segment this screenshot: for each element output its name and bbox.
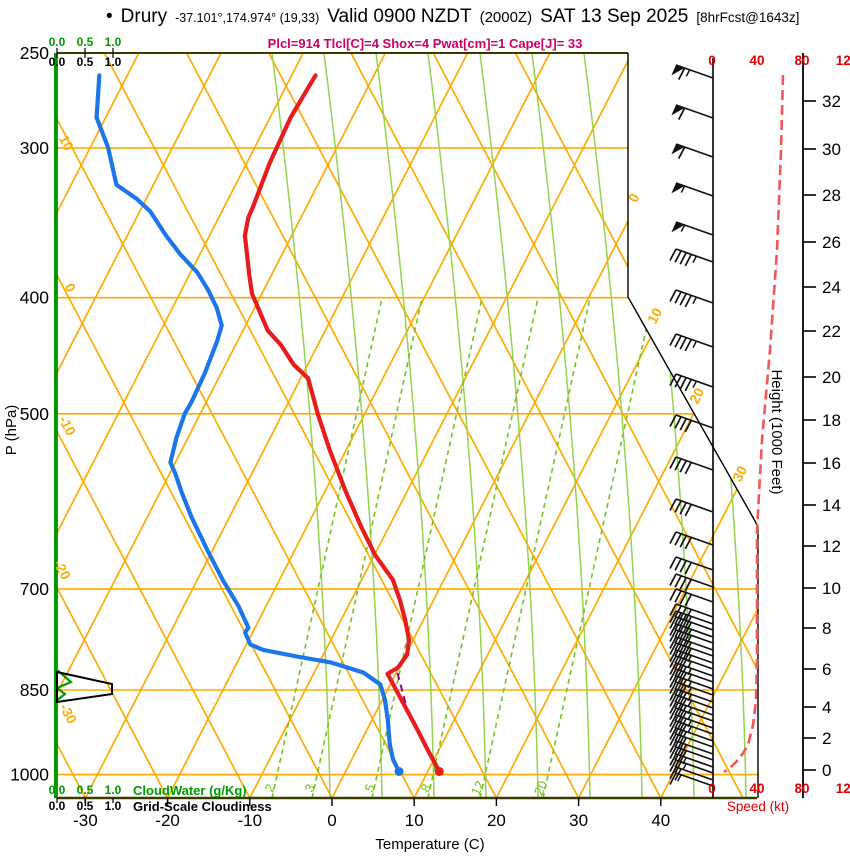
svg-text:-20: -20	[155, 811, 180, 830]
svg-text:16: 16	[822, 454, 841, 473]
svg-text:10: 10	[644, 305, 666, 326]
dewpoint-curve	[94, 73, 404, 776]
cloudwater-scale-top-tick: 0.5	[76, 35, 94, 49]
svg-text:12: 12	[468, 778, 488, 797]
svg-text:500: 500	[20, 404, 49, 424]
svg-text:-30: -30	[57, 701, 81, 727]
svg-text:-30: -30	[73, 811, 98, 830]
cloudiness-scale-top-tick: 0.0	[48, 55, 66, 69]
dewpoint-curve-surface-dot	[394, 766, 404, 776]
cloudiness-scale-bottom-tick: 0.5	[76, 799, 94, 813]
svg-text:10: 10	[822, 579, 841, 598]
svg-text:250: 250	[20, 43, 49, 63]
svg-text:0: 0	[822, 761, 831, 780]
svg-text:80: 80	[794, 781, 809, 796]
cloudiness-profile	[56, 670, 113, 704]
svg-text:6: 6	[822, 660, 831, 679]
sounding-parameters: Plcl=914 Tlcl[C]=4 Shox=4 Pwat[cm]=1 Cap…	[267, 36, 583, 51]
svg-text:40: 40	[749, 53, 764, 68]
moist-adiabat-lines	[271, 53, 747, 798]
mixing-ratio-lines	[271, 299, 654, 798]
svg-text:400: 400	[20, 288, 49, 308]
svg-text:8: 8	[822, 619, 831, 638]
svg-text:2: 2	[261, 781, 278, 794]
svg-text:1000: 1000	[10, 765, 49, 785]
cloudwater-scale-bottom-tick: 0.5	[76, 783, 94, 797]
svg-text:40: 40	[651, 811, 670, 830]
svg-text:28: 28	[822, 186, 841, 205]
chart-title: • Drury -37.101°,174.974° (19,33) Valid …	[106, 6, 799, 28]
valid-time: Valid 0900 NZDT	[327, 6, 472, 27]
svg-text:22: 22	[822, 322, 841, 341]
svg-text:0: 0	[327, 811, 336, 830]
svg-text:120: 120	[836, 53, 850, 68]
svg-text:0: 0	[708, 53, 716, 68]
parcel-path	[395, 667, 410, 715]
cloudiness-scale-bottom-tick: 0.0	[48, 799, 66, 813]
cloudwater-axis-label: CloudWater (g/Kg)	[133, 783, 247, 798]
svg-text:8: 8	[417, 781, 434, 794]
svg-text:80: 80	[794, 53, 809, 68]
wind-barbs	[669, 64, 714, 787]
temperature-curve	[242, 73, 444, 776]
temperature-curve-surface-dot	[434, 766, 444, 776]
svg-text:3: 3	[301, 781, 318, 794]
svg-text:20: 20	[686, 385, 708, 406]
svg-text:0: 0	[62, 280, 80, 295]
cloudwater-scale-top-tick: 0.0	[48, 35, 66, 49]
cloudiness-scale-top-tick: 1.0	[104, 55, 122, 69]
svg-text:0: 0	[708, 781, 716, 796]
svg-text:30: 30	[569, 811, 588, 830]
svg-text:20: 20	[487, 811, 506, 830]
svg-text:2: 2	[822, 729, 831, 748]
svg-text:Height (1000 Feet): Height (1000 Feet)	[768, 369, 785, 494]
cloudwater-scale-top-tick: 1.0	[104, 35, 122, 49]
svg-text:18: 18	[822, 411, 841, 430]
wind-speed-profile	[723, 74, 785, 774]
svg-text:300: 300	[20, 138, 49, 158]
cloud-profiles	[54, 53, 113, 798]
svg-text:10: 10	[56, 132, 78, 153]
svg-text:30: 30	[822, 140, 841, 159]
svg-text:5: 5	[361, 781, 378, 794]
svg-text:24: 24	[822, 278, 841, 297]
svg-text:26: 26	[822, 233, 841, 252]
station-coords: -37.101°,174.974° (19,33)	[175, 11, 320, 25]
cloudiness-axis-label: Grid-Scale Cloudiness	[133, 799, 272, 814]
svg-text:120: 120	[836, 781, 850, 796]
svg-text:10: 10	[405, 811, 424, 830]
svg-text:Speed (kt): Speed (kt)	[727, 799, 789, 814]
svg-text:14: 14	[822, 496, 841, 515]
forecast-tag: [8hrFcst@1643z]	[696, 10, 800, 25]
valid-date: SAT 13 Sep 2025	[540, 6, 689, 27]
svg-text:700: 700	[20, 579, 49, 599]
svg-text:32: 32	[822, 92, 841, 111]
valid-zulu: (2000Z)	[479, 9, 533, 26]
svg-text:20: 20	[822, 368, 841, 387]
cloudiness-scale-top-tick: 0.5	[76, 55, 94, 69]
svg-text:30: 30	[729, 463, 751, 484]
svg-text:850: 850	[20, 680, 49, 700]
cloudwater-scale-bottom-tick: 0.0	[48, 783, 66, 797]
cloudiness-scale-bottom-tick: 1.0	[104, 799, 122, 813]
cloudwater-scale-bottom-tick: 1.0	[104, 783, 122, 797]
svg-text:-10: -10	[238, 811, 263, 830]
svg-text:12: 12	[822, 537, 841, 556]
grid-lines	[57, 53, 758, 798]
station-name: Drury	[120, 6, 168, 27]
svg-text:P (hPa): P (hPa)	[3, 405, 20, 456]
svg-text:40: 40	[749, 781, 764, 796]
svg-text:20: 20	[531, 778, 551, 797]
station-bullet: •	[106, 6, 113, 27]
svg-text:Temperature (C): Temperature (C)	[375, 836, 484, 853]
svg-text:4: 4	[822, 698, 831, 717]
